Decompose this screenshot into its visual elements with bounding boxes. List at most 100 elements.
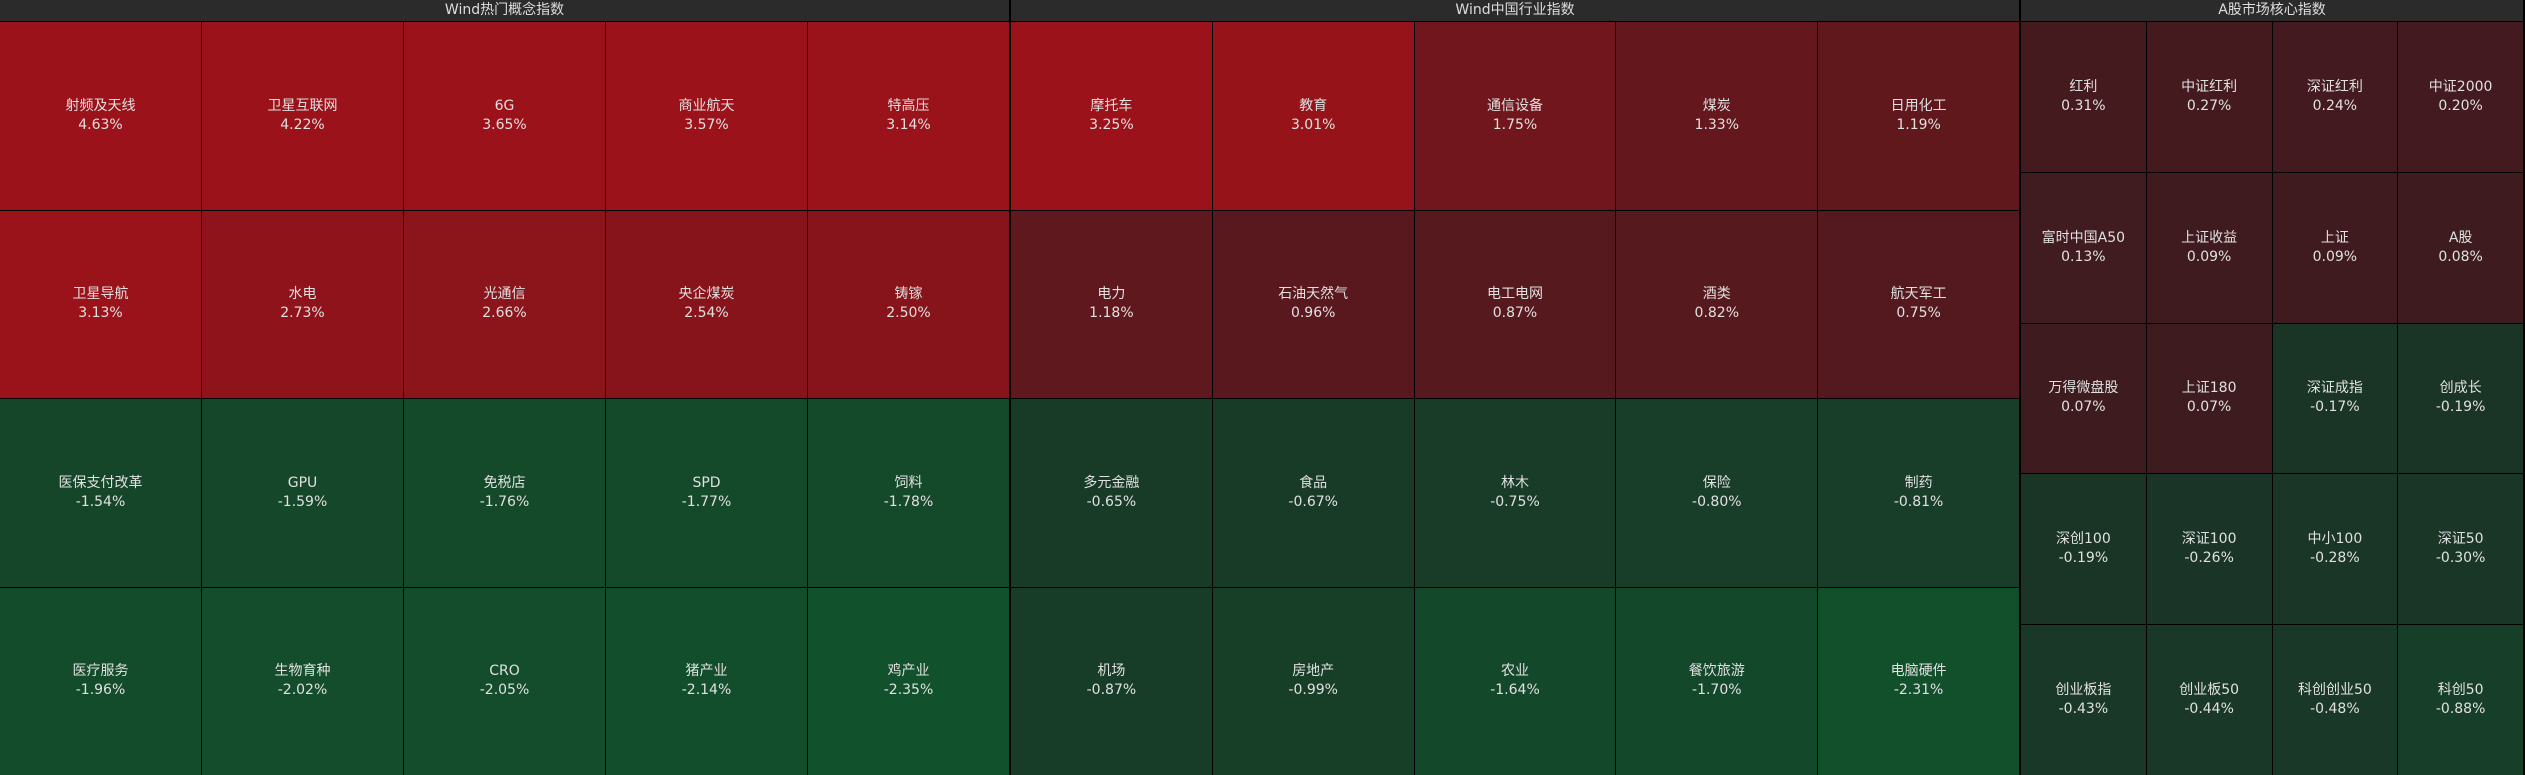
cell-change: -0.44% — [2184, 701, 2234, 718]
cell-change: -1.77% — [681, 493, 732, 510]
heatmap-cell[interactable]: 饲料 -1.78% — [808, 399, 1009, 587]
heatmap-cell[interactable]: 上证 0.09% — [2272, 172, 2398, 323]
cell-name: 科创50 — [2437, 682, 2484, 699]
cell-name: 食品 — [1299, 474, 1328, 491]
cell-name: 富时中国A50 — [2041, 229, 2126, 246]
heatmap-cell[interactable]: 卫星导航 3.13% — [0, 210, 201, 398]
heatmap-cell[interactable]: 商业航天 3.57% — [606, 22, 807, 210]
heatmap-cell[interactable]: 医疗服务 -1.96% — [0, 587, 201, 775]
cell-name: 酒类 — [1702, 286, 1731, 303]
heatmap-cell[interactable]: 机场 -0.87% — [1011, 587, 1212, 775]
heatmap-cell[interactable]: 6G 3.65% — [404, 22, 605, 210]
heatmap-grid: 红利 0.31% 中证红利 0.27% 深证红利 0.24% 中证2000 0.20% 富时中国… — [2021, 22, 2523, 775]
heatmap-cell[interactable]: 电工电网 0.87% — [1414, 210, 1616, 398]
heatmap-cell[interactable]: 光通信 2.66% — [404, 210, 605, 398]
cell-change: -1.78% — [883, 493, 934, 510]
cell-name: 鸡产业 — [887, 663, 930, 680]
heatmap-cell[interactable]: 红利 0.31% — [2021, 22, 2146, 172]
heatmap-cell[interactable]: 酒类 0.82% — [1616, 210, 1818, 398]
heatmap-cell[interactable]: 石油天然气 0.96% — [1212, 210, 1414, 398]
cell-name: A股 — [2448, 229, 2473, 246]
heatmap-cell[interactable]: 科创创业50 -0.48% — [2272, 625, 2398, 775]
panel: Wind中国行业指数 摩托车 3.25% 教育 3.01% 通信设备 1.75% 煤炭 1.33… — [1011, 0, 2021, 775]
heatmap-cell[interactable]: 生物育种 -2.02% — [202, 587, 403, 775]
cell-name: 农业 — [1500, 663, 1529, 680]
heatmap-cell[interactable]: 保险 -0.80% — [1616, 399, 1818, 587]
heatmap-cell[interactable]: 科创50 -0.88% — [2398, 625, 2523, 775]
heatmap-cell[interactable]: 航天军工 0.75% — [1818, 210, 2019, 398]
heatmap-cell[interactable]: 多元金融 -0.65% — [1011, 399, 1212, 587]
cell-name: 上证 — [2320, 229, 2349, 246]
cell-name: 6G — [494, 97, 515, 114]
cell-change: -2.02% — [277, 682, 328, 699]
heatmap-cell[interactable]: 电力 1.18% — [1011, 210, 1212, 398]
heatmap-cell[interactable]: 电脑硬件 -2.31% — [1818, 587, 2019, 775]
cell-change: -2.14% — [681, 682, 732, 699]
cell-change: -2.05% — [479, 682, 530, 699]
panel-title: A股市场核心指数 — [2021, 0, 2523, 22]
heatmap-cell[interactable]: 深证成指 -0.17% — [2272, 323, 2398, 474]
heatmap-cell[interactable]: 中小100 -0.28% — [2272, 474, 2398, 625]
cell-change: -0.67% — [1288, 493, 1338, 510]
heatmap-cell[interactable]: 创成长 -0.19% — [2398, 323, 2523, 474]
heatmap-cell[interactable]: 铸镓 2.50% — [808, 210, 1009, 398]
heatmap-cell[interactable]: 林木 -0.75% — [1414, 399, 1616, 587]
heatmap-cell[interactable]: 创业板50 -0.44% — [2146, 625, 2272, 775]
cell-name: 餐饮旅游 — [1688, 663, 1745, 680]
heatmap-cell[interactable]: 特高压 3.14% — [808, 22, 1009, 210]
heatmap-cell[interactable]: 万得微盘股 0.07% — [2021, 323, 2146, 474]
panel-title: Wind中国行业指数 — [1011, 0, 2019, 22]
heatmap-cell[interactable]: 通信设备 1.75% — [1414, 22, 1616, 210]
heatmap-cell[interactable]: 医保支付改革 -1.54% — [0, 399, 201, 587]
cell-name: SPD — [692, 474, 721, 491]
heatmap-cell[interactable]: 制药 -0.81% — [1818, 399, 2019, 587]
heatmap-cell[interactable]: 中证红利 0.27% — [2146, 22, 2272, 172]
heatmap-cell[interactable]: 射频及天线 4.63% — [0, 22, 201, 210]
heatmap-cell[interactable]: 免税店 -1.76% — [404, 399, 605, 587]
heatmap-cell[interactable]: SPD -1.77% — [606, 399, 807, 587]
cell-change: 0.08% — [2438, 248, 2483, 265]
cell-name: 红利 — [2069, 78, 2098, 95]
heatmap-cell[interactable]: 教育 3.01% — [1212, 22, 1414, 210]
cell-change: -0.19% — [2058, 550, 2109, 567]
heatmap-cell[interactable]: 中证2000 0.20% — [2398, 22, 2523, 172]
cell-change: 3.25% — [1089, 116, 1134, 133]
heatmap-cell[interactable]: 煤炭 1.33% — [1616, 22, 1818, 210]
cell-change: 0.24% — [2312, 97, 2358, 114]
heatmap-cell[interactable]: 深证50 -0.30% — [2398, 474, 2523, 625]
cell-change: 3.01% — [1290, 116, 1336, 133]
cell-name: 航天军工 — [1890, 286, 1947, 303]
cell-name: 中证2000 — [2428, 78, 2493, 95]
heatmap-cell[interactable]: 创业板指 -0.43% — [2021, 625, 2146, 775]
heatmap-cell[interactable]: 深证红利 0.24% — [2272, 22, 2398, 172]
cell-change: 4.63% — [78, 116, 123, 133]
cell-change: -0.43% — [2058, 701, 2109, 718]
heatmap-cell[interactable]: 摩托车 3.25% — [1011, 22, 1212, 210]
heatmap-cell[interactable]: 鸡产业 -2.35% — [808, 587, 1009, 775]
cell-change: 0.82% — [1694, 305, 1740, 322]
heatmap-cell[interactable]: 水电 2.73% — [202, 210, 403, 398]
heatmap-cell[interactable]: 食品 -0.67% — [1212, 399, 1414, 587]
heatmap-cell[interactable]: 房地产 -0.99% — [1212, 587, 1414, 775]
heatmap-cell[interactable]: 央企煤炭 2.54% — [606, 210, 807, 398]
heatmap-cell[interactable]: 日用化工 1.19% — [1818, 22, 2019, 210]
cell-change: -0.81% — [1893, 493, 1944, 510]
heatmap-cell[interactable]: 富时中国A50 0.13% — [2021, 172, 2146, 323]
heatmap-cell[interactable]: 卫星互联网 4.22% — [202, 22, 403, 210]
cell-change: -1.64% — [1490, 682, 1540, 699]
heatmap-cell[interactable]: 深证100 -0.26% — [2146, 474, 2272, 625]
cell-name: 中小100 — [2307, 531, 2363, 548]
heatmap-cell[interactable]: 深创100 -0.19% — [2021, 474, 2146, 625]
heatmap-cell[interactable]: GPU -1.59% — [202, 399, 403, 587]
cell-change: 0.07% — [2186, 399, 2232, 416]
heatmap-cell[interactable]: CRO -2.05% — [404, 587, 605, 775]
heatmap-cell[interactable]: 餐饮旅游 -1.70% — [1616, 587, 1818, 775]
cell-name: 制药 — [1904, 474, 1933, 491]
heatmap-cell[interactable]: A股 0.08% — [2398, 172, 2523, 323]
heatmap-cell[interactable]: 农业 -1.64% — [1414, 587, 1616, 775]
heatmap-cell[interactable]: 上证收益 0.09% — [2146, 172, 2272, 323]
cell-name: 深证成指 — [2306, 380, 2363, 397]
heatmap-cell[interactable]: 上证180 0.07% — [2146, 323, 2272, 474]
heatmap-cell[interactable]: 猪产业 -2.14% — [606, 587, 807, 775]
